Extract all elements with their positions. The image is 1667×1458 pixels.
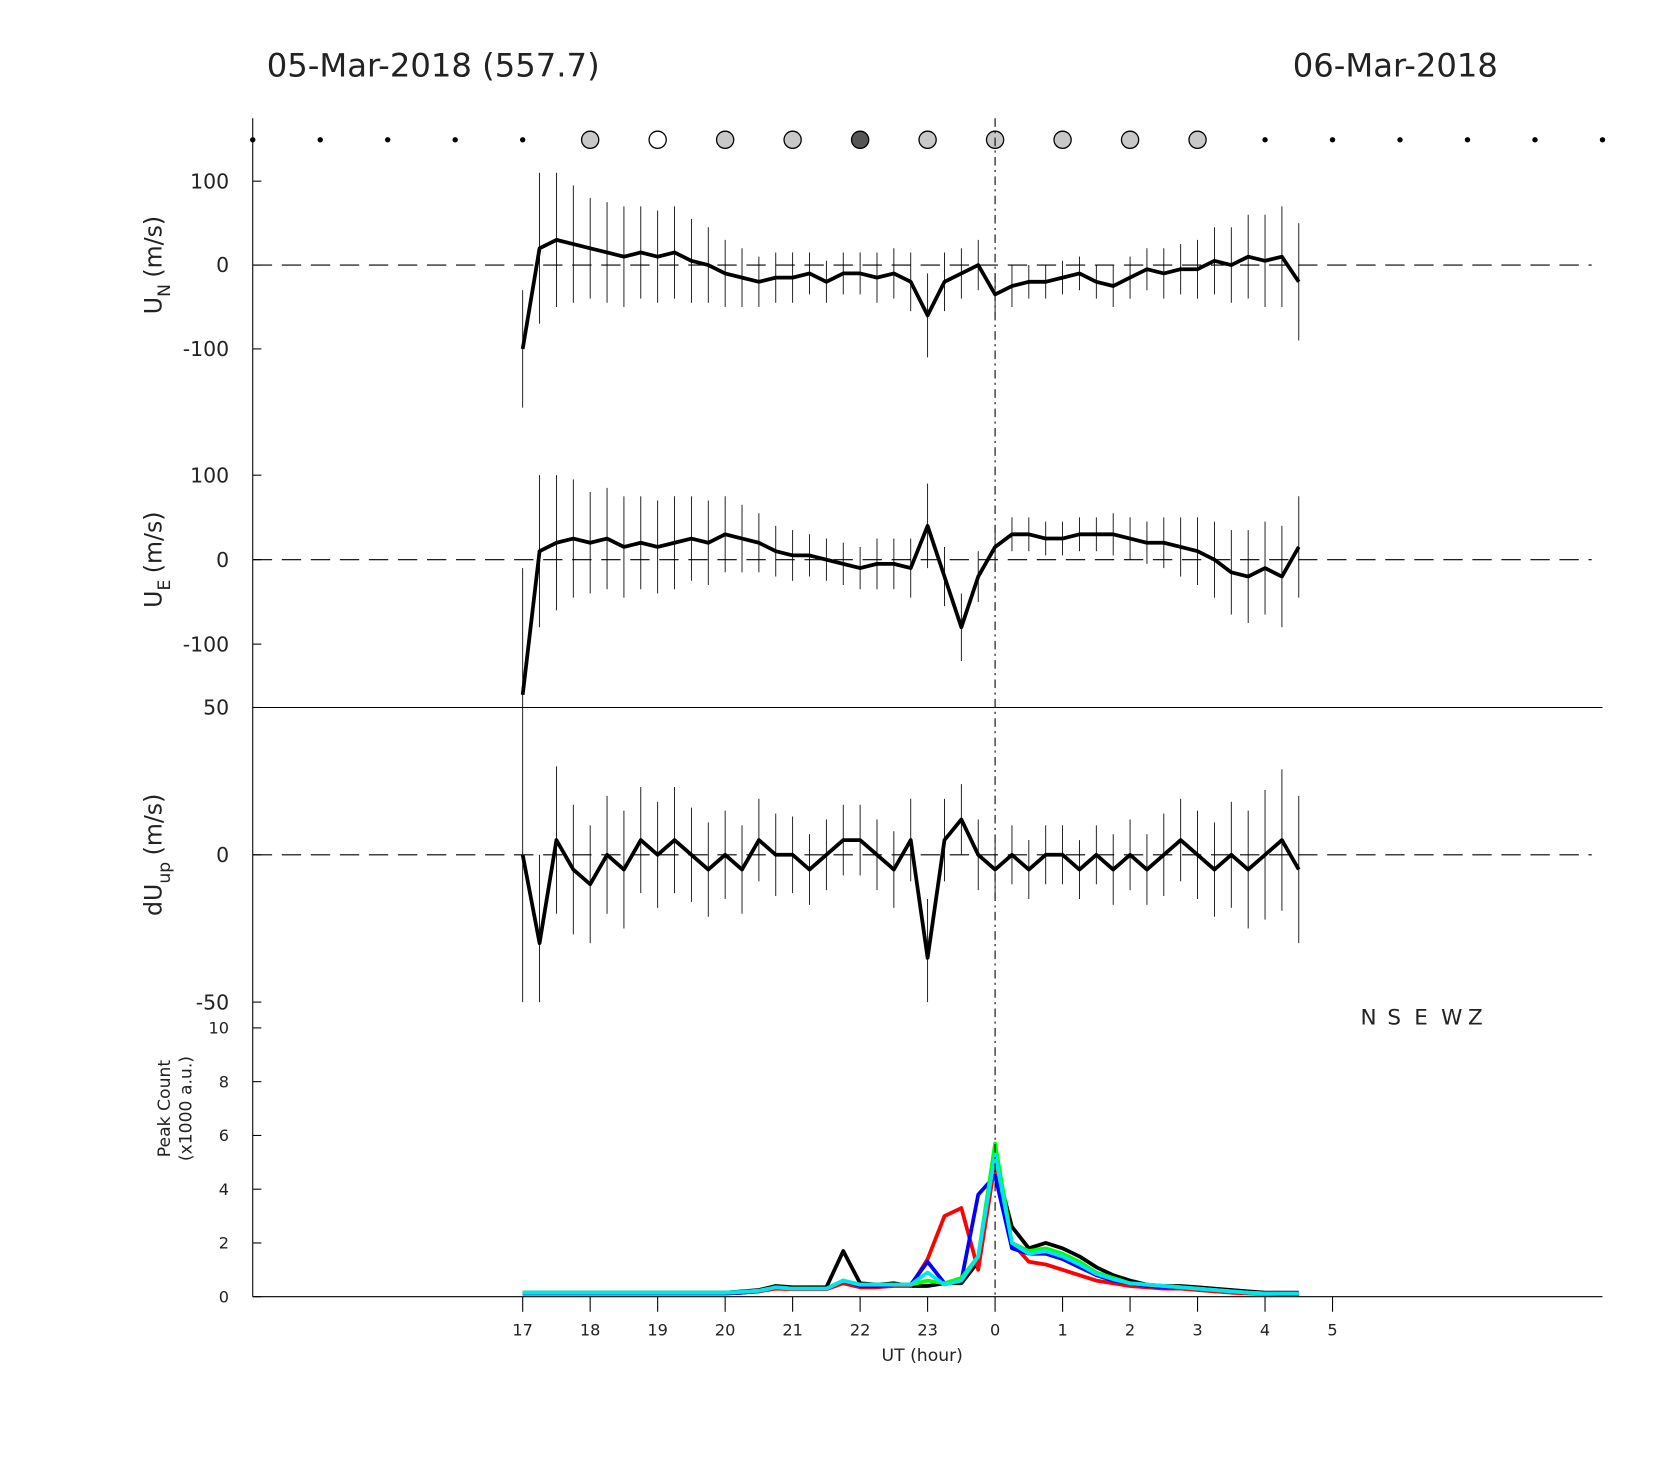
x-tick-label: 20 <box>715 1320 736 1339</box>
x-tick-label: 3 <box>1192 1320 1202 1339</box>
x-tick-label: 2 <box>1125 1320 1135 1339</box>
y-axis-label-unit: (m/s) <box>139 216 167 278</box>
x-tick-label: 21 <box>782 1320 803 1339</box>
y-tick-label: 4 <box>219 1180 229 1199</box>
x-tick-label: 19 <box>647 1320 668 1339</box>
y-tick-label: 8 <box>219 1072 229 1091</box>
y-tick-label: 100 <box>190 463 229 487</box>
x-tick-label: 18 <box>580 1320 601 1339</box>
y-axis-label-main: dU <box>139 884 167 916</box>
marker-dot <box>1397 137 1403 143</box>
marker-dot <box>1532 137 1538 143</box>
marker-circle <box>783 130 802 150</box>
legend-entry: Z <box>1468 1006 1483 1031</box>
y-axis-label: dUup (m/s) <box>139 794 175 916</box>
marker-circle <box>1188 130 1207 150</box>
y-axis-label-unit: (m/s) <box>139 794 167 856</box>
y-axis-label-main: U <box>139 297 167 314</box>
marker-dot <box>1599 137 1606 143</box>
data-line <box>522 1152 1299 1296</box>
legend-entry: S <box>1387 1006 1401 1031</box>
x-tick-label: 0 <box>990 1320 1000 1339</box>
marker-dot <box>317 137 323 143</box>
data-line <box>520 238 1301 350</box>
y-axis-label: (x1000 a.u.) <box>176 1056 196 1161</box>
y-axis-label-sub: N <box>155 284 175 297</box>
x-tick-label: 22 <box>850 1320 871 1339</box>
x-tick-label: 23 <box>917 1320 938 1339</box>
chart-title: 05-Mar-2018 (557.7) <box>267 46 600 84</box>
x-axis-label: UT (hour) <box>882 1346 963 1366</box>
y-axis-label-unit: (m/s) <box>139 511 167 573</box>
marker-dot <box>452 137 458 143</box>
chart-title-right: 06-Mar-2018 <box>1293 46 1498 84</box>
y-tick-label: 2 <box>219 1234 229 1253</box>
y-tick-label: 0 <box>216 548 229 572</box>
y-tick-label: 50 <box>203 696 229 720</box>
y-axis-label-sub: up <box>155 862 175 884</box>
marker-circle <box>1120 130 1140 150</box>
y-axis-label: Peak Count <box>155 1060 175 1158</box>
y-tick-label: 0 <box>216 843 229 867</box>
marker-circle <box>918 130 937 150</box>
y-axis-label-main: U <box>139 591 167 608</box>
x-tick-label: 4 <box>1260 1320 1270 1339</box>
marker-dot <box>519 137 526 143</box>
y-tick-label: -100 <box>183 337 229 361</box>
y-tick-label: 6 <box>219 1126 229 1145</box>
x-tick-label: 5 <box>1327 1320 1337 1339</box>
marker-dot <box>1329 137 1336 143</box>
marker-circle <box>1053 130 1072 150</box>
y-tick-label: -100 <box>183 632 229 656</box>
x-tick-label: 1 <box>1057 1320 1067 1339</box>
marker-circle <box>580 130 600 150</box>
legend-entry: N <box>1360 1006 1376 1031</box>
data-line <box>520 523 1301 696</box>
marker-dot <box>1262 137 1268 143</box>
y-tick-label: 10 <box>209 1019 230 1038</box>
marker-circle <box>715 130 735 150</box>
marker-circle <box>850 130 870 150</box>
x-tick-label: 17 <box>512 1320 533 1339</box>
data-line <box>520 817 1301 960</box>
legend-entry: E <box>1414 1006 1428 1031</box>
y-axis-label: UN (m/s) <box>139 216 175 314</box>
y-tick-label: 0 <box>216 253 229 277</box>
y-tick-label: -50 <box>196 990 229 1014</box>
y-axis-label-sub: E <box>155 580 175 591</box>
marker-dot <box>1464 137 1471 143</box>
marker-circle <box>648 130 667 150</box>
y-tick-label: 0 <box>219 1287 229 1306</box>
legend-entry: W <box>1441 1006 1462 1031</box>
y-axis-label: UE (m/s) <box>139 511 175 607</box>
y-tick-label: 100 <box>190 169 229 193</box>
marker-dot <box>385 137 391 143</box>
